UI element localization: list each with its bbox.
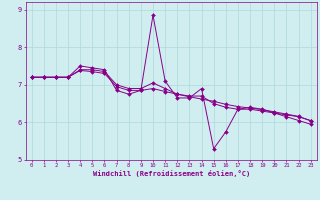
X-axis label: Windchill (Refroidissement éolien,°C): Windchill (Refroidissement éolien,°C): [92, 170, 250, 177]
